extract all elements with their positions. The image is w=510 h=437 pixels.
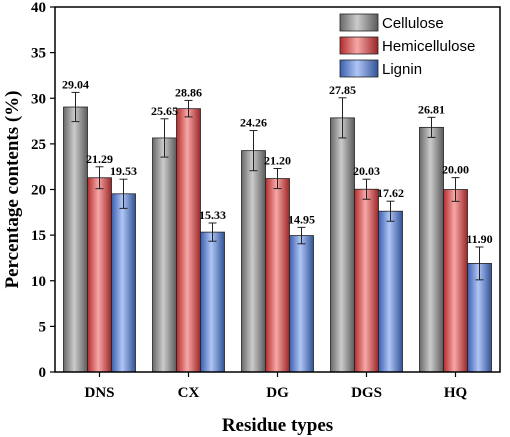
value-label: 17.62 (377, 186, 404, 200)
error-bar (249, 130, 258, 172)
x-tick-label: DGS (351, 385, 382, 401)
x-tick-label: HQ (444, 385, 468, 401)
value-label: 20.03 (353, 164, 380, 178)
y-tick-label: 20 (31, 183, 46, 199)
error-bar (386, 200, 395, 222)
value-label: 21.20 (264, 154, 291, 168)
error-bar (273, 168, 282, 190)
legend-item: Cellulose (339, 13, 444, 32)
value-label: 15.33 (199, 208, 226, 222)
bar-cellulose-dg (241, 150, 266, 373)
y-tick-label: 30 (31, 91, 46, 107)
legend-item: Hemicellulose (339, 36, 475, 55)
legend-label: Hemicellulose (382, 38, 475, 55)
error-bars-layer (71, 91, 484, 281)
value-label: 26.81 (418, 102, 445, 116)
legend-swatch (339, 36, 379, 55)
y-axis-title: Percentage contents (%) (2, 90, 23, 288)
bar-hemicellulose-cx (176, 108, 201, 373)
value-label: 14.95 (288, 212, 315, 226)
bar-cellulose-dgs (330, 117, 355, 373)
legend-label: Lignin (382, 61, 422, 78)
value-label: 24.26 (240, 116, 267, 130)
value-label: 25.65 (151, 104, 178, 118)
bar-lignin-dns (111, 193, 136, 373)
value-label: 29.04 (62, 77, 89, 91)
bar-lignin-dgs (378, 210, 403, 373)
error-bar (297, 226, 306, 245)
error-bar (451, 177, 460, 202)
value-label: 28.86 (175, 85, 202, 99)
y-tick-label: 35 (31, 46, 46, 62)
error-bar (427, 116, 436, 138)
y-tick-label: 0 (39, 365, 47, 381)
x-axis-title: Residue types (222, 415, 333, 436)
bar-lignin-dg (289, 235, 314, 373)
error-bar (160, 118, 169, 158)
bars-layer (63, 106, 492, 373)
legend-swatch (339, 13, 379, 32)
bar-cellulose-dns (63, 106, 88, 373)
value-label: 11.90 (466, 232, 492, 246)
y-tick-label: 5 (39, 319, 47, 335)
error-bar (208, 222, 217, 242)
value-label: 19.53 (110, 164, 137, 178)
error-bar (71, 91, 80, 123)
bar-cellulose-hq (419, 126, 444, 373)
bar-hemicellulose-dns (87, 177, 112, 373)
error-bar (475, 246, 484, 281)
x-tick-label: DG (266, 385, 289, 401)
bar-cellulose-cx (152, 137, 177, 373)
error-bar (338, 97, 347, 139)
x-tick-label: DNS (84, 385, 114, 401)
y-tick-label: 40 (31, 0, 46, 16)
bar-lignin-cx (200, 231, 225, 373)
value-label: 20.00 (442, 163, 469, 177)
y-tick-label: 15 (31, 228, 46, 244)
error-bar (95, 166, 104, 190)
legend-label: Cellulose (382, 15, 444, 32)
axes-layer: 0 5 10 15 20 25 30 35 40 DNS CX DG DGS HQ (31, 0, 467, 401)
error-bar (362, 178, 371, 200)
legend: Cellulose Hemicellulose Lignin (339, 13, 475, 78)
x-tick-label: CX (178, 385, 200, 401)
legend-swatch (339, 59, 379, 78)
y-tick-label: 10 (31, 274, 46, 290)
error-bar (184, 99, 193, 118)
legend-item: Lignin (339, 59, 422, 78)
bar-lignin-hq (467, 263, 492, 373)
error-bar (119, 178, 128, 209)
value-label: 27.85 (329, 83, 356, 97)
bar-hemicellulose-hq (443, 189, 468, 373)
value-label: 21.29 (86, 152, 113, 166)
y-tick-label: 25 (31, 137, 46, 153)
bar-hemicellulose-dg (265, 178, 290, 373)
bar-hemicellulose-dgs (354, 188, 379, 373)
